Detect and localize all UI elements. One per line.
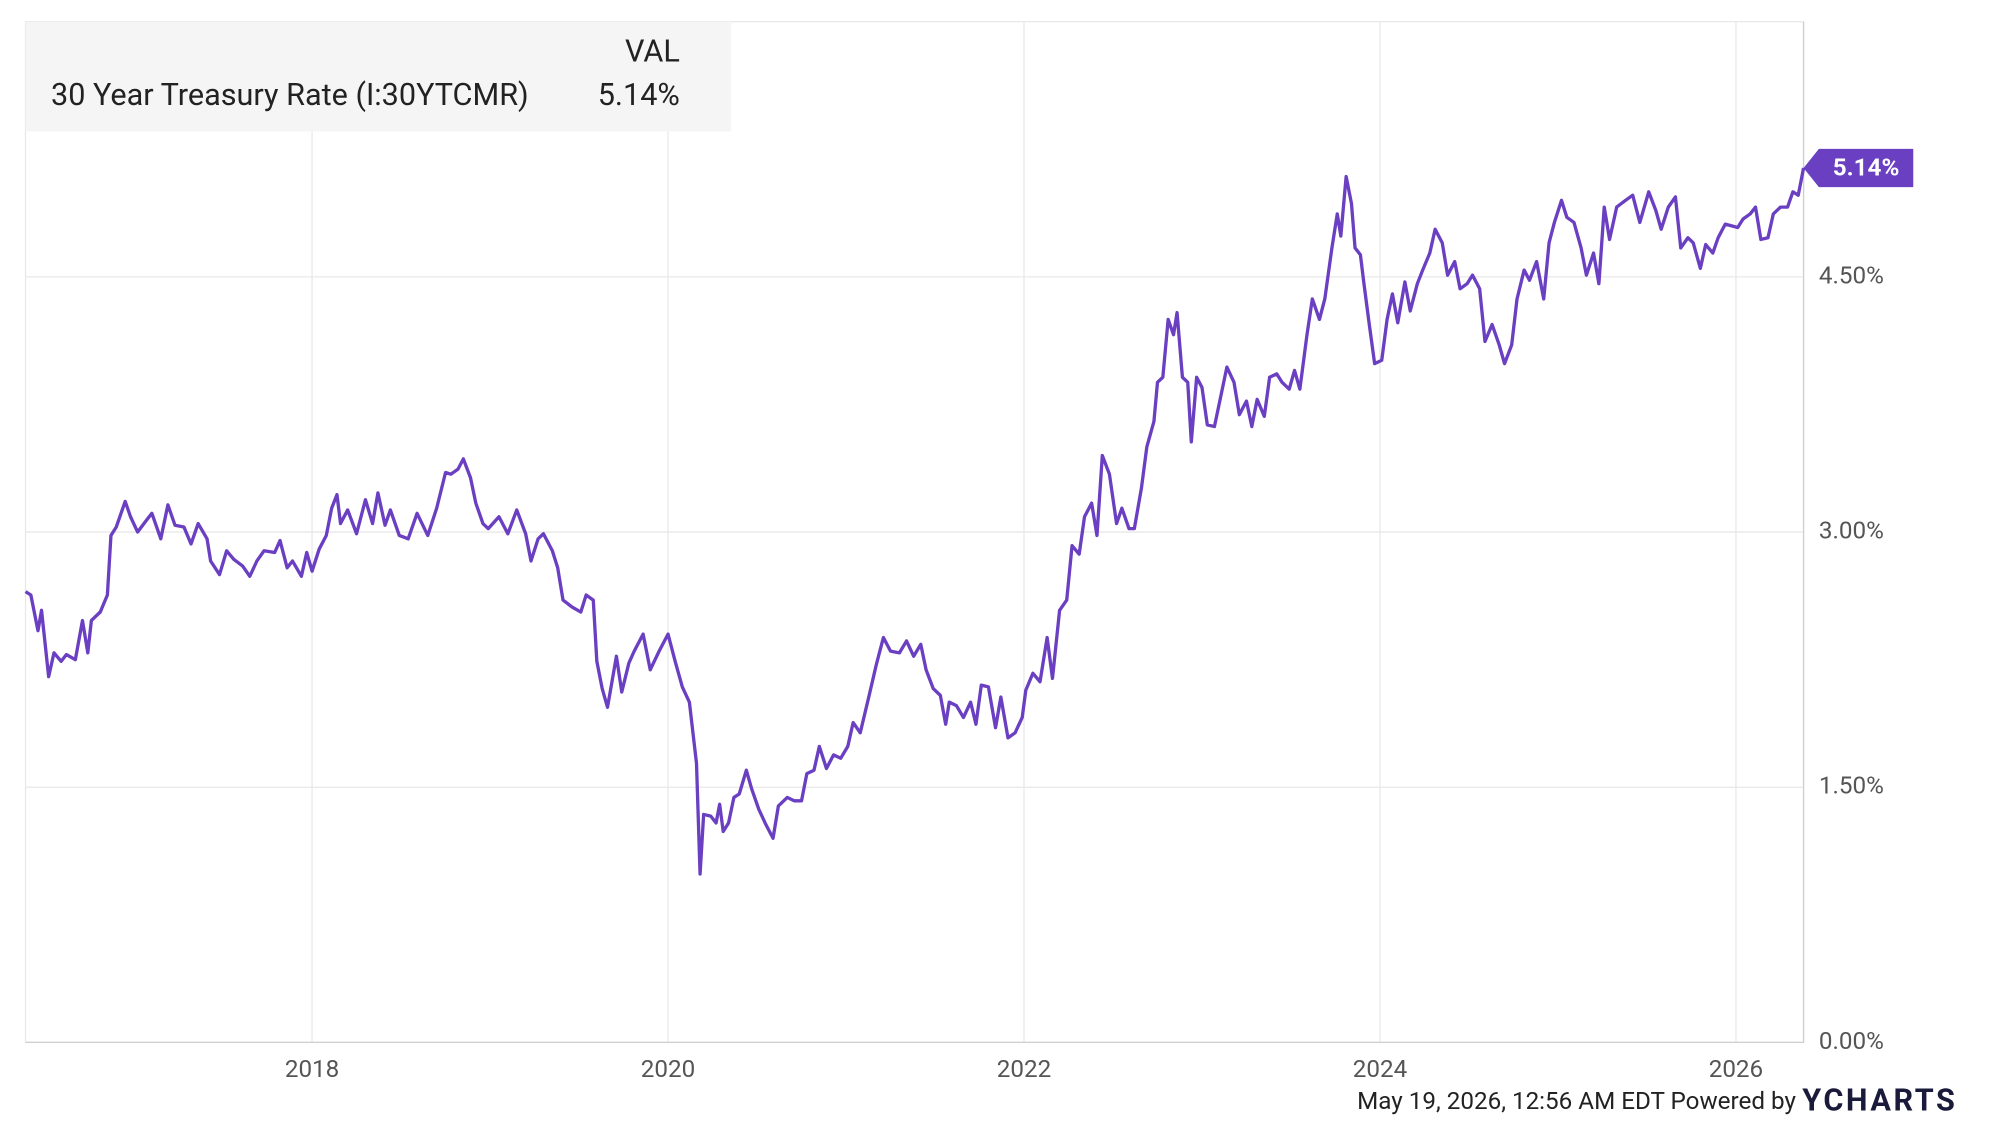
series-line <box>24 167 1806 876</box>
y-tick-label: 4.50% <box>1819 261 1884 289</box>
grid-layer <box>24 21 1805 1044</box>
footer-timestamp: May 19, 2026, 12:56 AM EDT Powered by <box>1357 1087 1796 1115</box>
x-tick-label: 2018 <box>285 1055 339 1083</box>
x-tick-label: 2020 <box>641 1055 695 1083</box>
x-tick-label: 2026 <box>1709 1055 1763 1083</box>
y-tick-label: 0.00% <box>1819 1027 1884 1055</box>
y-tick-label: 1.50% <box>1819 772 1884 800</box>
brand-logo: YCHARTS <box>1802 1083 1957 1118</box>
x-tick-label: 2022 <box>997 1055 1051 1083</box>
legend-header: VAL <box>625 35 680 70</box>
y-tick-label: 3.00% <box>1819 516 1884 544</box>
legend-series-name: 30 Year Treasury Rate (I:30YTCMR) <box>51 78 529 113</box>
x-tick-label: 2024 <box>1353 1055 1408 1083</box>
end-label-text: 5.14% <box>1833 154 1900 182</box>
end-label-flag <box>1803 148 1914 188</box>
legend-box <box>25 21 731 132</box>
legend-value: 5.14% <box>598 78 680 113</box>
